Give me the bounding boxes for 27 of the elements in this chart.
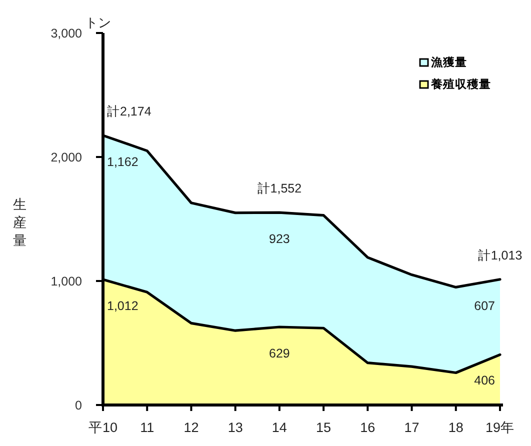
- x-tick-label: 19年: [485, 420, 515, 435]
- text: トン: [85, 15, 111, 30]
- y-axis-title: 生産量: [13, 197, 27, 248]
- x-tick-label: 13: [228, 420, 243, 435]
- x-tick-label: 平10: [88, 420, 118, 435]
- x-tick-label: 18: [448, 420, 464, 435]
- data-label: 1,012: [107, 299, 138, 314]
- total-label: 計1,552: [257, 182, 302, 196]
- x-tick-label: 15: [316, 420, 332, 435]
- data-label: 1,162: [107, 154, 138, 169]
- data-label: 923: [269, 232, 290, 246]
- data-label: 406: [474, 373, 496, 388]
- y-tick-label: 2,000: [50, 150, 82, 164]
- total-label: 計1,013: [478, 248, 522, 262]
- y-tick-label: 0: [75, 398, 82, 412]
- total-label: 計2,174: [107, 104, 152, 118]
- legend-label: 漁獲量: [430, 56, 467, 69]
- data-label: 607: [474, 298, 496, 313]
- y-tick-label: 1,000: [50, 274, 82, 288]
- y-tick-label: 3,000: [50, 26, 82, 40]
- x-tick-label: 16: [360, 420, 376, 435]
- x-tick-label: 11: [140, 420, 154, 435]
- data-label: 629: [269, 346, 290, 361]
- x-tick-label: 14: [272, 420, 288, 435]
- legend-label: 養殖収穫量: [430, 77, 491, 91]
- x-tick-label: 17: [404, 420, 420, 435]
- x-tick-label: 12: [184, 420, 199, 435]
